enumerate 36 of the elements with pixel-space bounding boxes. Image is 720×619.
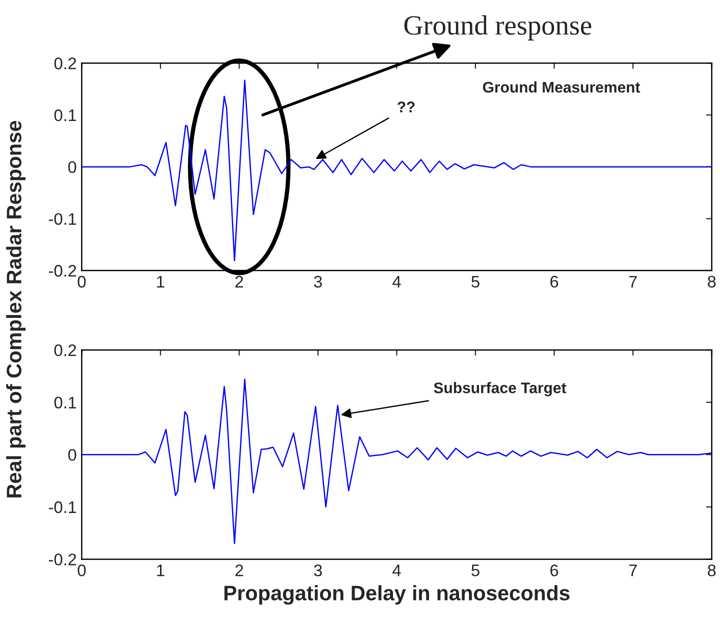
x-tick-label: 3 (314, 564, 322, 576)
y-tick-label: 0 (68, 448, 76, 461)
x-tick-label: 7 (629, 564, 637, 576)
x-tick-label: 1 (157, 276, 164, 288)
y-tick-label: -0.2 (48, 264, 76, 277)
x-tick-label: 3 (314, 276, 322, 288)
x-tick-label: 2 (235, 276, 244, 288)
x-tick-label: 8 (708, 564, 716, 576)
x-tick-label: 0 (78, 276, 86, 288)
line-series (82, 80, 712, 262)
x-tick-label: 1 (157, 564, 164, 576)
y-tick-label: -0.1 (48, 213, 76, 225)
annotation: Ground Measurement (482, 81, 640, 93)
y-axis-title: Real part of Complex Radar Response (6, 120, 26, 498)
x-tick-label: 5 (472, 564, 480, 576)
x-tick-label: 5 (472, 276, 480, 288)
y-tick-label: -0.2 (48, 554, 76, 566)
x-tick-label: 6 (550, 564, 558, 576)
x-tick-label: 6 (550, 276, 558, 288)
y-tick-label: 0 (68, 161, 76, 174)
x-tick-label: 4 (392, 564, 401, 576)
text: Ground response (404, 15, 592, 40)
x-tick-label: 4 (392, 276, 401, 288)
x-axis-title: Propagation Delay in nanoseconds (224, 585, 570, 605)
y-tick-label: 0.1 (54, 396, 76, 408)
x-tick-label: 7 (629, 276, 637, 288)
x-tick-label: 2 (235, 564, 244, 576)
annotation: Subsurface Target (434, 382, 566, 396)
y-tick-label: 0.2 (54, 344, 76, 356)
line-series (82, 378, 712, 544)
x-tick-label: 0 (78, 564, 86, 576)
annotation: ?? (398, 102, 415, 112)
y-tick-label: 0.2 (54, 58, 76, 70)
y-tick-label: 0.1 (54, 109, 76, 122)
x-tick-label: 8 (708, 276, 716, 288)
y-tick-label: -0.1 (48, 501, 76, 514)
